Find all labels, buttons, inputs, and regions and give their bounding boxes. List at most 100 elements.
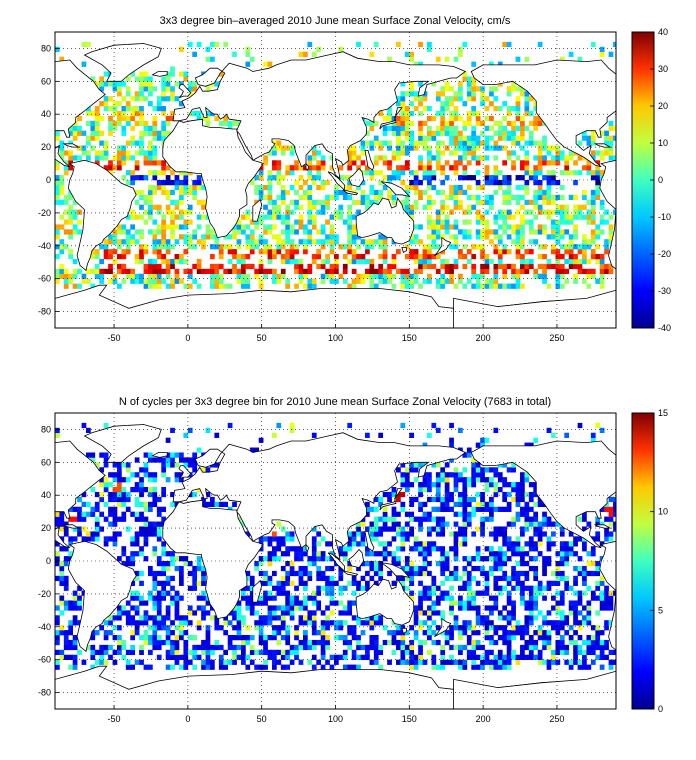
heatmap-cell <box>404 209 410 215</box>
heatmap-cell <box>134 496 140 503</box>
heatmap-cell <box>134 516 140 522</box>
heatmap-cell <box>453 472 459 478</box>
heatmap-cell <box>227 244 233 250</box>
heatmap-cell <box>471 457 477 463</box>
heatmap-cell <box>267 595 273 601</box>
heatmap-cell <box>249 649 255 656</box>
heatmap-cell <box>311 556 317 562</box>
heatmap-cell <box>542 229 547 235</box>
heatmap-cell <box>613 135 616 141</box>
heatmap-cell <box>528 585 534 591</box>
heatmap-cell <box>156 224 162 230</box>
heatmap-cell <box>520 219 525 225</box>
heatmap-cell <box>391 536 397 542</box>
heatmap-cell <box>86 110 91 117</box>
heatmap-cell <box>143 600 149 606</box>
heatmap-cell <box>462 580 468 586</box>
heatmap-cell <box>187 81 193 87</box>
heatmap-cell <box>241 278 246 284</box>
heatmap-cell <box>325 639 330 646</box>
heatmap-cell <box>551 180 556 186</box>
heatmap-cell <box>484 155 490 161</box>
heatmap-cell <box>112 649 118 656</box>
heatmap-cell <box>280 551 286 557</box>
heatmap-cell <box>156 561 162 567</box>
heatmap-cell <box>528 170 534 176</box>
heatmap-cell <box>342 585 348 591</box>
heatmap-cell <box>285 575 291 582</box>
heatmap-cell <box>303 605 308 611</box>
heatmap-cell <box>112 477 118 483</box>
heatmap-cell <box>320 639 326 646</box>
heatmap-cell <box>165 590 171 596</box>
heatmap-cell <box>564 546 570 552</box>
heatmap-cell <box>511 120 516 127</box>
heatmap-cell <box>174 649 180 656</box>
heatmap-cell <box>94 531 100 537</box>
heatmap-cell <box>263 639 268 646</box>
heatmap-cell <box>586 585 592 591</box>
heatmap-cell <box>480 526 485 532</box>
heatmap-cell <box>608 234 614 240</box>
heatmap-cell <box>387 106 392 112</box>
heatmap-cell <box>599 575 605 582</box>
heatmap-cell <box>497 184 503 191</box>
heatmap-cell <box>608 140 614 146</box>
heatmap-cell <box>409 590 415 596</box>
heatmap-cell <box>170 199 175 205</box>
heatmap-cell <box>121 278 127 284</box>
heatmap-cell <box>453 199 459 205</box>
heatmap-cell <box>369 120 375 127</box>
heatmap-cell <box>466 649 472 656</box>
heatmap-cell <box>134 487 140 493</box>
heatmap-cell <box>435 125 441 131</box>
heatmap-cell <box>263 155 268 161</box>
heatmap-cell <box>276 590 282 596</box>
heatmap-cell <box>427 551 432 557</box>
heatmap-cell <box>493 180 499 186</box>
heatmap-cell <box>94 150 100 156</box>
heatmap-cell <box>577 600 583 606</box>
heatmap-cell <box>427 135 432 141</box>
heatmap-cell <box>125 234 131 240</box>
heatmap-cell <box>466 575 472 582</box>
heatmap-cell <box>506 615 512 621</box>
heatmap-cell <box>502 125 508 131</box>
heatmap-cell <box>404 204 410 210</box>
heatmap-cell <box>254 664 260 670</box>
heatmap-cell <box>422 442 428 448</box>
heatmap-cell <box>90 249 96 255</box>
heatmap-cell <box>99 511 105 517</box>
heatmap-cell <box>103 81 109 87</box>
heatmap-cell <box>125 496 131 503</box>
heatmap-cell <box>484 175 490 181</box>
heatmap-cell <box>99 258 105 265</box>
heatmap-cell <box>453 194 459 201</box>
heatmap-cell <box>409 511 415 517</box>
heatmap-cell <box>404 521 410 527</box>
heatmap-cell <box>320 258 326 265</box>
heatmap-cell <box>440 595 446 601</box>
heatmap-cell <box>462 605 468 611</box>
heatmap-cell <box>577 56 583 62</box>
heatmap-cell <box>161 244 167 250</box>
heatmap-cell <box>86 644 91 651</box>
heatmap-cell <box>68 644 74 651</box>
heatmap-cell <box>413 184 419 191</box>
heatmap-cell <box>586 219 592 225</box>
heatmap-cell <box>422 96 428 102</box>
heatmap-cell <box>568 659 574 665</box>
heatmap-cell <box>183 659 189 665</box>
heatmap-cell <box>400 180 406 186</box>
heatmap-cell <box>582 165 587 171</box>
heatmap-cell <box>121 110 127 117</box>
heatmap-cell <box>365 585 370 591</box>
heatmap-cell <box>99 76 105 82</box>
heatmap-cell <box>320 180 326 186</box>
heatmap-cell <box>568 531 574 537</box>
heatmap-cell <box>493 556 499 562</box>
heatmap-cell <box>112 541 118 547</box>
heatmap-cell <box>369 526 375 532</box>
y-tick-label: 80 <box>41 43 51 53</box>
heatmap-cell <box>520 91 525 97</box>
